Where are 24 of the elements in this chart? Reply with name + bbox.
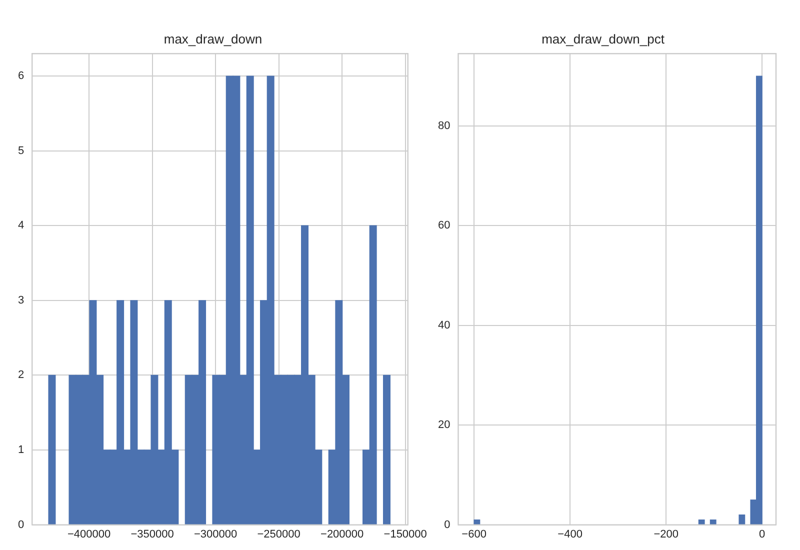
- y-tick-label: 2: [18, 369, 24, 382]
- y-tick-label: 80: [438, 120, 450, 132]
- x-tick-label: −350000: [130, 528, 174, 540]
- y-tick-label: 20: [438, 419, 450, 432]
- y-tick-label: 0: [444, 518, 450, 531]
- y-tick-label: 40: [438, 319, 450, 332]
- y-tick-label: 1: [18, 444, 24, 456]
- x-tick-label: −150000: [384, 528, 427, 540]
- x-tick-label: 0: [759, 528, 766, 540]
- chart-title: max_draw_down_pct: [542, 31, 665, 46]
- y-tick-label: 0: [18, 518, 24, 531]
- chart-title: max_draw_down: [164, 31, 262, 46]
- x-tick-label: −600: [462, 528, 486, 540]
- x-tick-label: −250000: [257, 528, 300, 540]
- y-tick-label: 4: [18, 220, 24, 232]
- x-tick-label: −200: [654, 528, 678, 540]
- x-tick-label: −300000: [194, 528, 238, 540]
- y-tick-label: 6: [18, 70, 24, 82]
- x-tick-label: −400: [558, 528, 582, 540]
- y-tick-label: 60: [438, 220, 450, 232]
- y-tick-label: 5: [18, 144, 24, 157]
- x-tick-label: −400000: [67, 528, 111, 540]
- y-tick-label: 3: [18, 294, 24, 306]
- x-tick-label: −200000: [320, 528, 364, 540]
